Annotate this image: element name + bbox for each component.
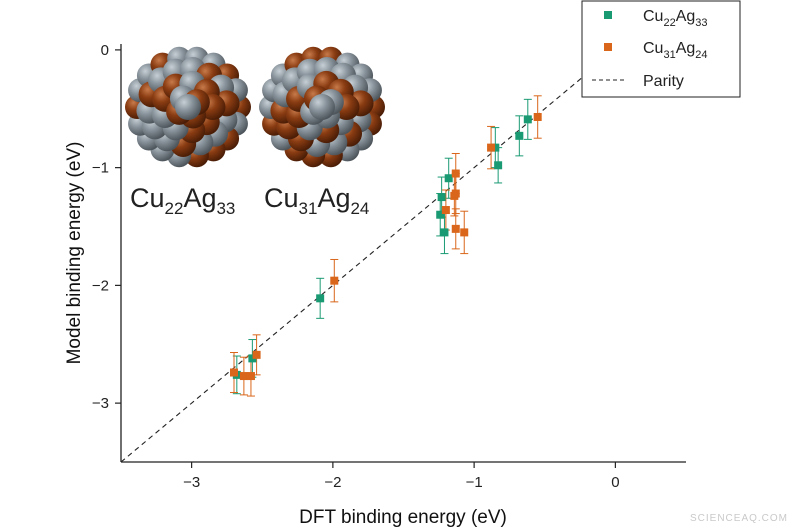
legend-label-cu31ag24: Cu31Ag24 bbox=[643, 40, 708, 61]
cluster-label-cu22ag33: Cu22Ag33 bbox=[130, 183, 235, 218]
point-cu31ag24 bbox=[533, 113, 542, 122]
point-cu22ag33 bbox=[316, 294, 325, 303]
point-cu31ag24 bbox=[246, 372, 255, 381]
cluster-label-cu31ag24: Cu31Ag24 bbox=[264, 183, 369, 218]
y-tick-label: −3 bbox=[92, 395, 109, 412]
point-cu31ag24 bbox=[487, 143, 496, 152]
cluster-cu31ag24-image bbox=[259, 46, 385, 168]
legend-label-parity: Parity bbox=[643, 73, 684, 90]
axis-ticks: −3 −2 −1 0 0 −1 −2 −3 bbox=[92, 42, 620, 491]
point-cu22ag33 bbox=[515, 131, 524, 140]
y-tick-label: 0 bbox=[101, 42, 109, 59]
point-cu22ag33 bbox=[440, 228, 449, 237]
y-tick-label: −1 bbox=[92, 160, 109, 177]
parity-line bbox=[120, 70, 591, 463]
ag-atom bbox=[175, 94, 201, 120]
point-cu22ag33 bbox=[494, 161, 503, 170]
point-cu22ag33 bbox=[436, 210, 445, 219]
data-markers bbox=[230, 113, 542, 381]
point-cu22ag33 bbox=[491, 143, 500, 152]
point-cu22ag33 bbox=[444, 174, 453, 183]
point-cu31ag24 bbox=[330, 276, 339, 285]
x-tick-label: 0 bbox=[611, 474, 619, 491]
point-cu31ag24 bbox=[460, 228, 469, 237]
legend-marker-cu22ag33 bbox=[604, 11, 612, 19]
point-cu31ag24 bbox=[252, 350, 261, 359]
point-cu22ag33 bbox=[437, 193, 446, 202]
x-tick-label: −2 bbox=[324, 474, 341, 491]
point-cu22ag33 bbox=[523, 115, 532, 124]
point-cu31ag24 bbox=[239, 372, 248, 381]
point-cu22ag33 bbox=[248, 354, 257, 363]
legend-label-cu22ag33: Cu22Ag33 bbox=[643, 8, 708, 29]
plot-axes bbox=[120, 44, 686, 463]
point-cu31ag24 bbox=[230, 368, 238, 377]
ag-atom bbox=[309, 94, 335, 120]
legend-marker-cu31ag24 bbox=[604, 43, 612, 51]
point-cu31ag24 bbox=[451, 169, 460, 178]
cluster-cu22ag33-image bbox=[125, 46, 251, 168]
x-axis-title: DFT binding energy (eV) bbox=[299, 507, 507, 528]
watermark: SCIENCEAQ.COM bbox=[689, 513, 788, 524]
point-cu31ag24 bbox=[441, 206, 450, 215]
point-cu31ag24 bbox=[451, 224, 460, 233]
legend: Cu22Ag33 Cu31Ag24 Parity bbox=[581, 0, 741, 98]
y-tick-label: −2 bbox=[92, 277, 109, 294]
x-tick-label: −3 bbox=[183, 474, 200, 491]
y-axis-title: Model binding energy (eV) bbox=[64, 142, 85, 365]
x-tick-label: −1 bbox=[466, 474, 483, 491]
point-cu31ag24 bbox=[451, 189, 460, 198]
